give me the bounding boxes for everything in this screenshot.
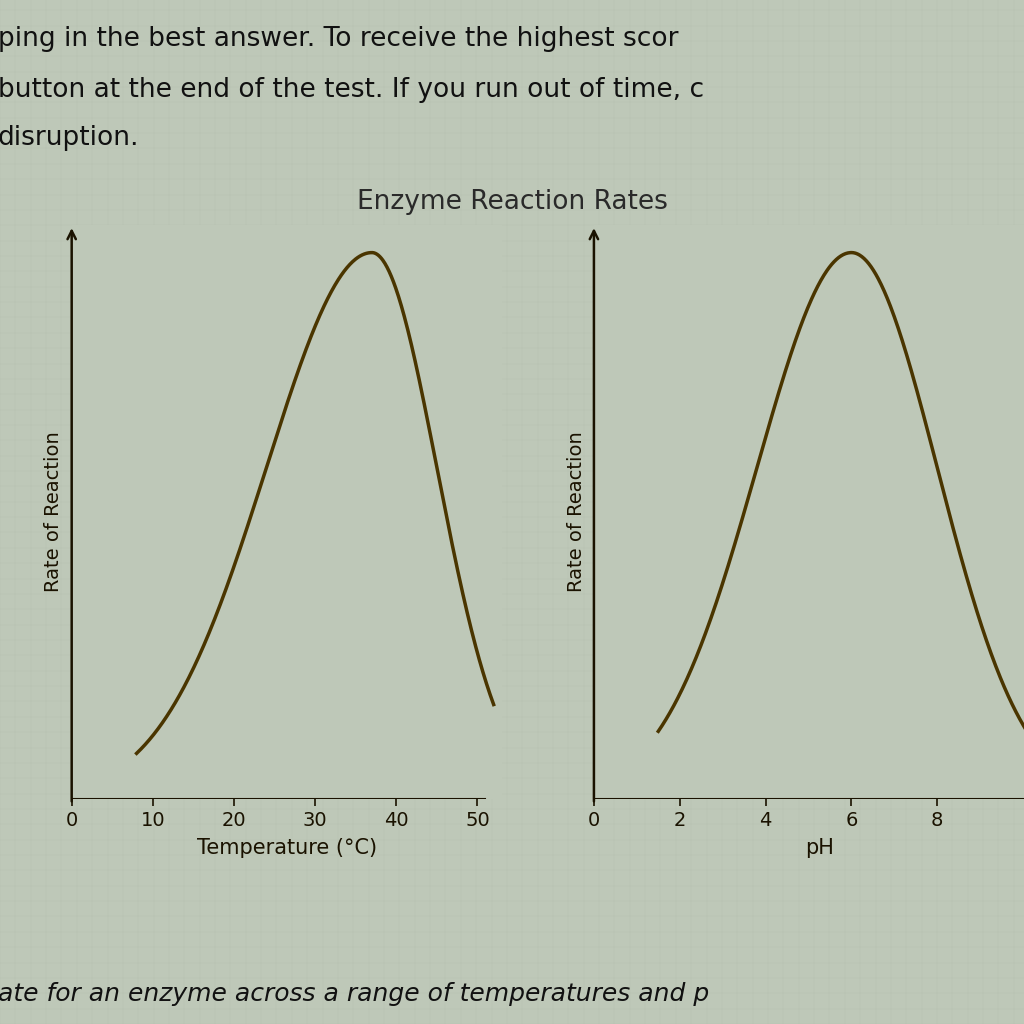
Text: Enzyme Reaction Rates: Enzyme Reaction Rates (356, 189, 668, 215)
X-axis label: pH: pH (805, 838, 834, 858)
X-axis label: Temperature (°C): Temperature (°C) (197, 838, 377, 858)
Y-axis label: Rate of Reaction: Rate of Reaction (44, 432, 63, 592)
Text: button at the end of the test. If you run out of time, c: button at the end of the test. If you ru… (0, 77, 705, 102)
Text: ate for an enzyme across a range of temperatures and p: ate for an enzyme across a range of temp… (0, 982, 710, 1006)
Text: ping in the best answer. To receive the highest scor: ping in the best answer. To receive the … (0, 26, 679, 51)
Y-axis label: Rate of Reaction: Rate of Reaction (566, 432, 586, 592)
Text: disruption.: disruption. (0, 125, 139, 151)
